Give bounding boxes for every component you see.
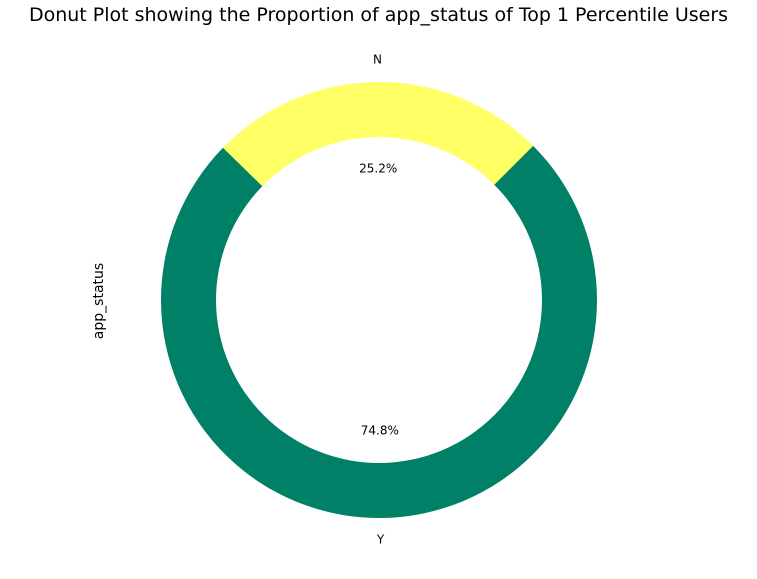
slice-percentage-n: 25.2% [359, 162, 397, 176]
donut-slice-y [161, 145, 597, 519]
slice-label-n: N [373, 53, 382, 67]
slice-label-y: Y [376, 532, 385, 546]
slice-percentage-y: 74.8% [361, 423, 399, 437]
donut-slices [161, 81, 597, 519]
donut-labels: N 25.2% Y 74.8% [359, 53, 399, 547]
donut-slice-n [222, 81, 534, 187]
chart-title: Donut Plot showing the Proportion of app… [28, 4, 729, 26]
y-axis-label: app_status [91, 263, 107, 339]
